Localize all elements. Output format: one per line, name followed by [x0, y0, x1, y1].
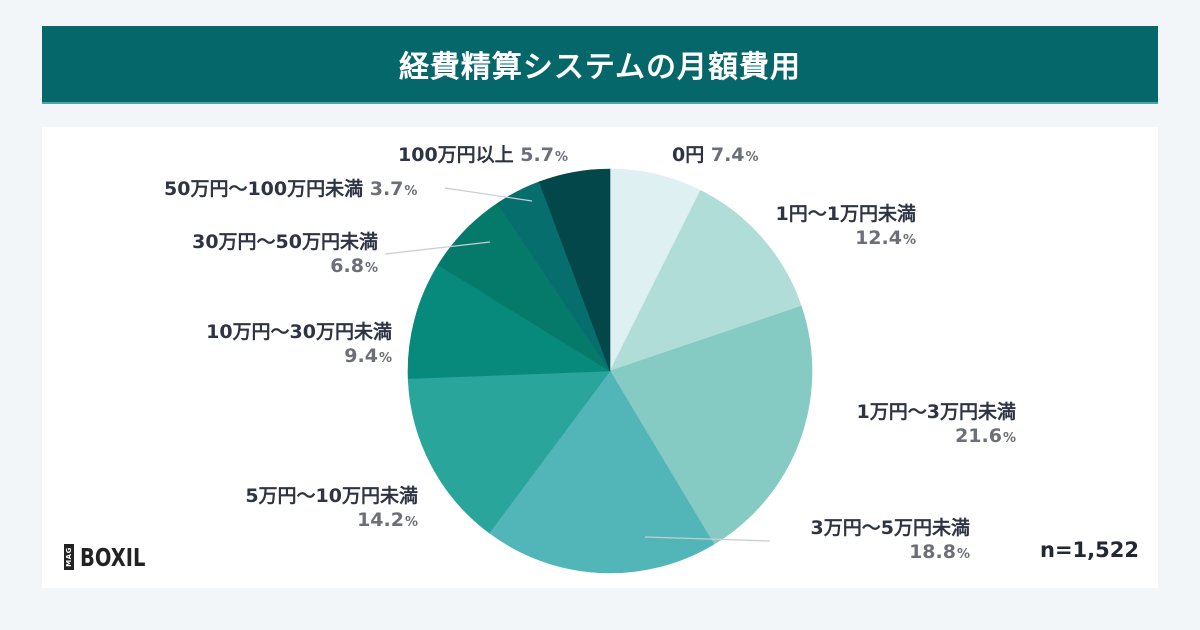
- sample-size-label: n=1,522: [1040, 538, 1139, 562]
- boxil-mag-logo: MAG BOXIL: [64, 542, 164, 572]
- label-50man-100man: 50万円〜100万円未満 3.7%: [164, 178, 418, 200]
- chart-title: 経費精算システムの月額費用: [398, 50, 802, 85]
- pie-slice: [609, 190, 802, 372]
- pie-slice: [407, 264, 611, 379]
- label-100man-plus: 100万円以上 5.7%: [398, 144, 568, 166]
- pct-50man-100man: 3.7%: [369, 178, 418, 200]
- pct-10man-30man: 9.4%: [344, 345, 392, 367]
- pct-100man-plus: 5.7%: [520, 144, 568, 166]
- label-0yen: 0円 7.4%: [672, 144, 759, 166]
- label-1man-3man: 1万円〜3万円未満 21.6%: [820, 400, 1016, 451]
- label-30man-50man: 30万円〜50万円未満 6.8%: [150, 230, 378, 281]
- pie-slice: [407, 370, 611, 534]
- pct-30man-50man: 6.8%: [330, 255, 378, 277]
- logo-mag-tab: MAG: [64, 544, 74, 570]
- pct-3man-5man: 18.8%: [909, 541, 970, 563]
- label-10man-30man: 10万円〜30万円未満 9.4%: [170, 320, 392, 371]
- pie-slice: [609, 305, 813, 545]
- pct-5man-10man: 14.2%: [357, 509, 418, 531]
- leader-line-50-100man: [444, 187, 533, 202]
- pct-1yen-1man: 12.4%: [855, 227, 916, 249]
- pct-1man-3man: 21.6%: [955, 425, 1016, 447]
- leader-line-3-5man: [644, 536, 771, 542]
- logo-wordmark: BOXIL: [80, 542, 146, 572]
- label-1yen-1man: 1円〜1万円未満 12.4%: [760, 202, 916, 253]
- pct-0yen: 7.4%: [710, 144, 759, 166]
- label-3man-5man: 3万円〜5万円未満 18.8%: [776, 516, 970, 567]
- pie-slices: [407, 168, 813, 574]
- chart-title-banner: 経費精算システムの月額費用: [42, 26, 1158, 104]
- leader-lines: [384, 187, 771, 542]
- pie-slice: [538, 168, 611, 372]
- leader-line-30-50man: [384, 241, 491, 255]
- pie-slice: [488, 370, 715, 574]
- label-5man-10man: 5万円〜10万円未満 14.2%: [200, 484, 418, 535]
